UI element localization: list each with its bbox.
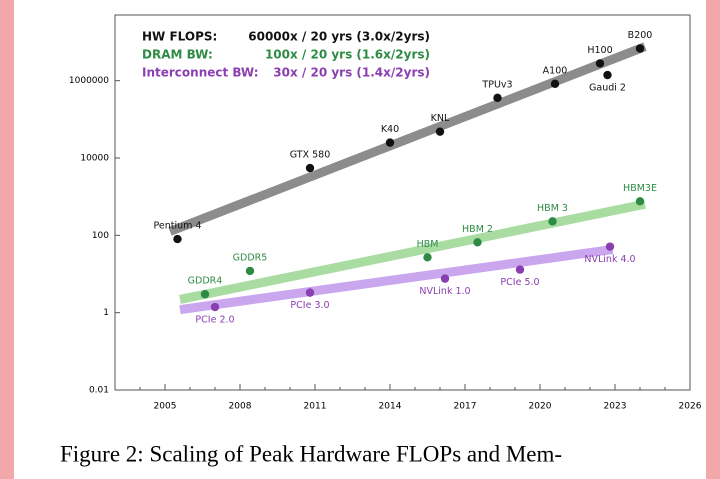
- x-tick-label: 2008: [229, 402, 252, 412]
- point: [493, 93, 502, 103]
- point: [548, 217, 557, 226]
- point-label: HBM3E: [623, 183, 657, 194]
- point-label: TPUv3: [481, 79, 512, 90]
- x-tick-label: 2014: [379, 402, 402, 412]
- point-label: KNL: [431, 113, 450, 124]
- point-label: Gaudi 2: [589, 83, 626, 94]
- point: [473, 238, 482, 247]
- y-tick-label: 1000000: [69, 76, 109, 86]
- point: [635, 44, 645, 53]
- y-tick-label: 1: [103, 308, 109, 318]
- point-label: Pentium 4: [154, 221, 202, 232]
- point: [173, 234, 182, 244]
- point: [603, 70, 612, 80]
- point: [635, 197, 645, 206]
- point: [210, 302, 220, 312]
- legend-name: DRAM BW:: [142, 48, 213, 62]
- x-tick-label: 2020: [529, 402, 552, 412]
- point: [515, 265, 525, 274]
- border-left: [0, 0, 14, 479]
- y-tick-label: 0.01: [89, 386, 109, 396]
- legend-name: Interconnect BW:: [142, 66, 259, 80]
- x-tick-label: 2011: [304, 402, 327, 412]
- point: [550, 79, 560, 89]
- point: [245, 266, 255, 276]
- x-tick-label: 2017: [454, 402, 477, 412]
- legend-growth: 30x / 20 yrs (1.4x/2yrs): [273, 66, 430, 80]
- point-label: PCIe 5.0: [500, 277, 539, 288]
- x-tick-label: 2005: [154, 402, 177, 412]
- x-tick-label: 2023: [604, 402, 627, 412]
- point: [435, 127, 445, 136]
- legend-growth: 100x / 20 yrs (1.6x/2yrs): [265, 48, 430, 62]
- point-label: GDDR4: [188, 276, 223, 287]
- point: [595, 59, 605, 68]
- point: [305, 288, 315, 297]
- legend-name: HW FLOPS:: [142, 30, 217, 44]
- point-label: HBM 3: [537, 203, 568, 214]
- point-label: GDDR5: [233, 252, 268, 263]
- point-label: HBM: [417, 239, 439, 250]
- trend-line: [168, 42, 647, 236]
- legend-growth: 60000x / 20 yrs (3.0x/2yrs): [248, 30, 430, 44]
- point-label: K40: [381, 124, 399, 135]
- plot-frame: [114, 14, 691, 391]
- point-label: NVLink 1.0: [419, 286, 470, 297]
- border-right: [706, 0, 720, 479]
- point-label: PCIe 3.0: [290, 300, 329, 311]
- point-label: A100: [543, 65, 568, 76]
- trend-line: [179, 199, 646, 304]
- point-label: GTX 580: [290, 150, 331, 161]
- y-tick-label: 100: [92, 231, 109, 241]
- point: [385, 138, 395, 147]
- point-label: H100: [587, 45, 612, 56]
- point-label: PCIe 2.0: [195, 315, 234, 326]
- caption: Figure 2: Scaling of Peak Hardware FLOPs…: [60, 441, 562, 466]
- point: [423, 253, 432, 262]
- trend-line: [179, 245, 614, 315]
- point: [305, 163, 315, 173]
- point: [200, 290, 210, 299]
- x-tick-label: 2026: [679, 402, 702, 412]
- y-tick-label: 10000: [80, 154, 109, 164]
- point-label: B200: [628, 30, 653, 41]
- point-label: NVLink 4.0: [584, 254, 635, 265]
- point-label: HBM 2: [462, 224, 493, 235]
- point: [440, 274, 450, 283]
- point: [605, 242, 615, 251]
